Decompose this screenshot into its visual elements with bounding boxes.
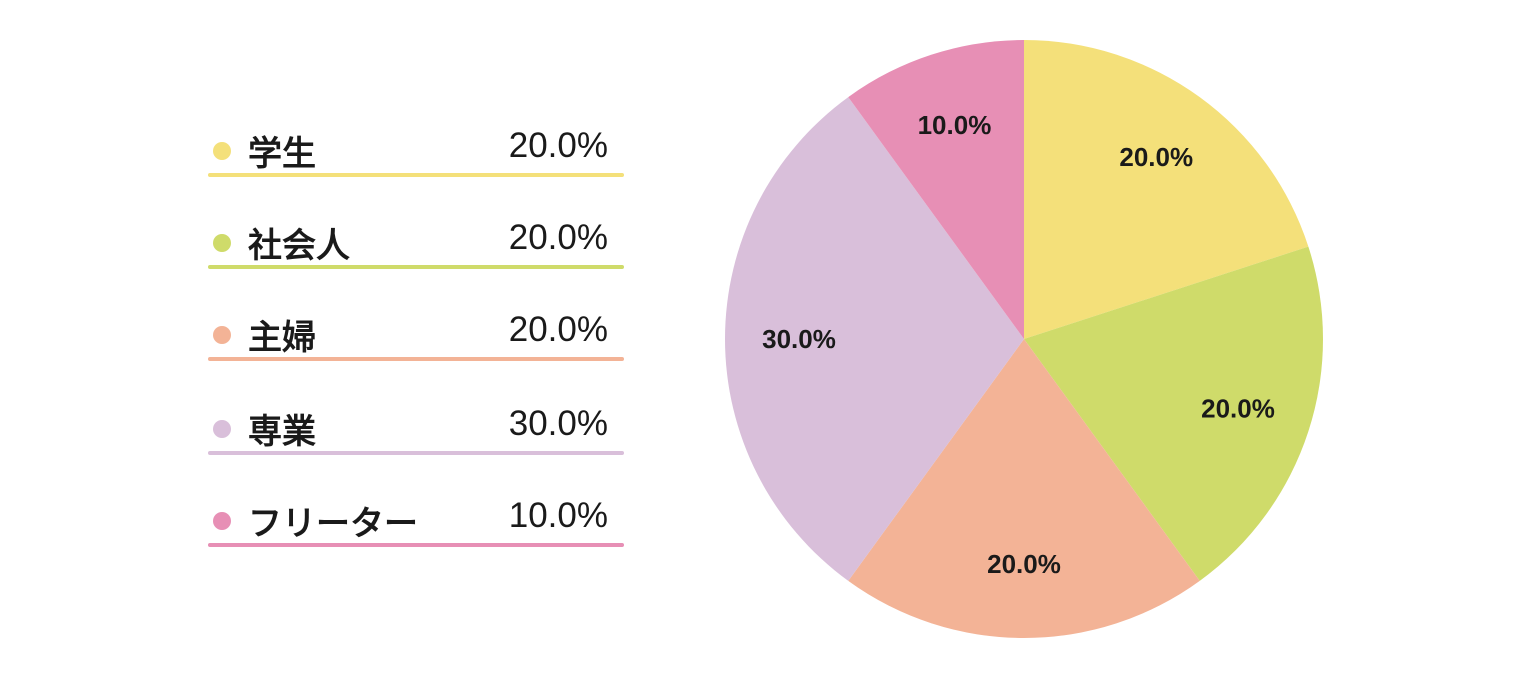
- legend-swatch: [213, 142, 231, 160]
- legend-label: 専業: [248, 412, 316, 452]
- legend-label: フリーター: [248, 504, 418, 544]
- pie-slice: [1024, 246, 1323, 581]
- slice-data-label: 20.0%: [987, 549, 1061, 579]
- legend-underline: [208, 173, 624, 177]
- pie-slice: [1024, 40, 1309, 339]
- slice-data-label: 10.0%: [918, 110, 992, 140]
- legend-swatch: [213, 234, 231, 252]
- legend-value: 10.0%: [508, 496, 608, 535]
- legend-swatch: [213, 512, 231, 530]
- legend-value: 20.0%: [508, 218, 608, 257]
- legend-value: 30.0%: [508, 404, 608, 443]
- legend-item: フリーター 10.0%: [208, 488, 624, 548]
- pie-slice: [848, 339, 1200, 638]
- legend-item: 社会人 20.0%: [208, 210, 624, 270]
- legend-swatch: [213, 420, 231, 438]
- legend-item: 専業 30.0%: [208, 396, 624, 456]
- chart-legend: 学生 20.0% 社会人 20.0% 主婦 20.0% 専業 30.0% フリーター 10.0%: [0, 0, 700, 678]
- legend-underline: [208, 357, 624, 361]
- legend-underline: [208, 543, 624, 547]
- legend-underline: [208, 265, 624, 269]
- legend-value: 20.0%: [508, 310, 608, 349]
- pie-slice: [725, 97, 1024, 581]
- legend-value: 20.0%: [508, 126, 608, 165]
- legend-label: 学生: [248, 134, 316, 174]
- slice-data-label: 20.0%: [1119, 142, 1193, 172]
- legend-item: 学生 20.0%: [208, 118, 624, 178]
- slice-data-label: 20.0%: [1201, 394, 1275, 424]
- legend-item: 主婦 20.0%: [208, 302, 624, 362]
- pie-slice: [848, 40, 1024, 339]
- slice-data-label: 30.0%: [762, 324, 836, 354]
- pie-chart: 20.0% 20.0% 20.0% 30.0% 10.0%: [725, 40, 1323, 638]
- legend-label: 主婦: [248, 318, 316, 358]
- legend-swatch: [213, 326, 231, 344]
- legend-underline: [208, 451, 624, 455]
- legend-label: 社会人: [248, 226, 350, 266]
